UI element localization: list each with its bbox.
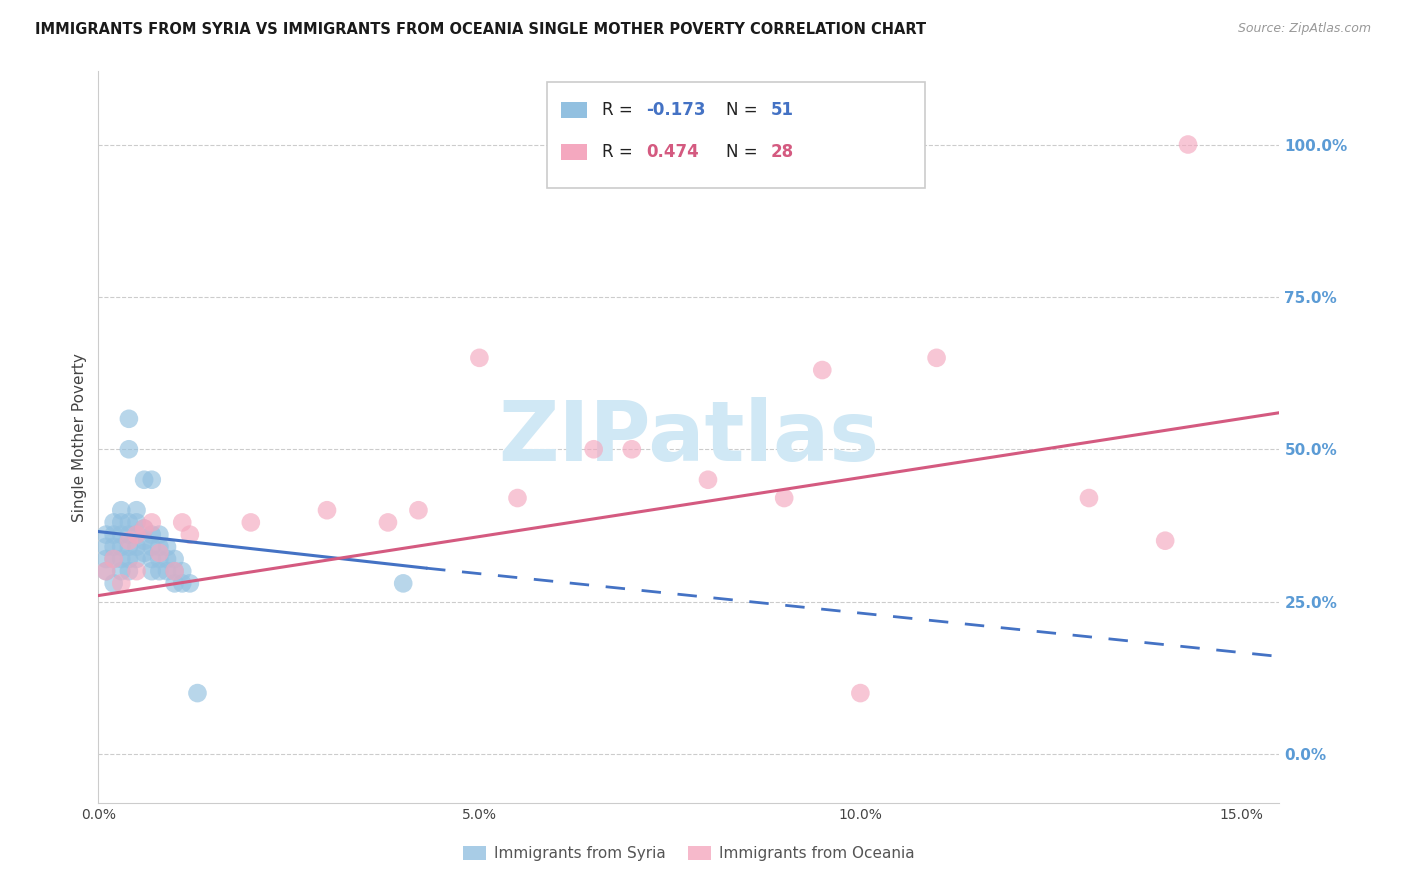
Point: [163, 576, 186, 591]
Point: [103, 540, 125, 554]
Point: [134, 521, 156, 535]
Point: [94, 564, 117, 578]
Point: [118, 412, 141, 426]
Point: [697, 473, 720, 487]
Point: [103, 527, 125, 541]
Point: [118, 540, 141, 554]
Legend: Immigrants from Syria, Immigrants from Oceania: Immigrants from Syria, Immigrants from O…: [463, 846, 915, 861]
Point: [156, 540, 179, 554]
Point: [1078, 491, 1101, 505]
Point: [179, 576, 201, 591]
Point: [94, 527, 117, 541]
Point: [148, 552, 170, 566]
Point: [163, 552, 186, 566]
Point: [94, 552, 117, 566]
Point: [125, 540, 148, 554]
Point: [141, 473, 163, 487]
Point: [141, 516, 163, 530]
Point: [125, 527, 148, 541]
Point: [134, 546, 156, 560]
Point: [134, 521, 156, 535]
Point: [141, 564, 163, 578]
Point: [103, 552, 125, 566]
Point: [1154, 533, 1177, 548]
Point: [103, 576, 125, 591]
Point: [134, 533, 156, 548]
Point: [392, 576, 415, 591]
Point: [148, 564, 170, 578]
Point: [94, 540, 117, 554]
FancyBboxPatch shape: [561, 102, 588, 118]
Text: N =: N =: [725, 101, 762, 120]
Point: [103, 516, 125, 530]
Text: ZIPatlas: ZIPatlas: [499, 397, 879, 477]
Point: [141, 540, 163, 554]
Point: [773, 491, 796, 505]
Point: [125, 503, 148, 517]
Text: Source: ZipAtlas.com: Source: ZipAtlas.com: [1237, 22, 1371, 36]
Point: [110, 503, 132, 517]
Point: [118, 516, 141, 530]
Point: [849, 686, 872, 700]
Y-axis label: Single Mother Poverty: Single Mother Poverty: [72, 352, 87, 522]
Point: [186, 686, 208, 700]
FancyBboxPatch shape: [547, 82, 925, 188]
Point: [172, 516, 194, 530]
Point: [925, 351, 948, 365]
Text: 28: 28: [770, 143, 793, 161]
Point: [408, 503, 430, 517]
Point: [1177, 137, 1199, 152]
Point: [125, 564, 148, 578]
Point: [125, 527, 148, 541]
Point: [110, 576, 132, 591]
Text: R =: R =: [602, 101, 637, 120]
Text: -0.173: -0.173: [647, 101, 706, 120]
Point: [172, 576, 194, 591]
Point: [620, 442, 643, 457]
Point: [506, 491, 529, 505]
Point: [148, 540, 170, 554]
Point: [582, 442, 605, 457]
Point: [110, 527, 132, 541]
Point: [134, 473, 156, 487]
Point: [103, 552, 125, 566]
Text: IMMIGRANTS FROM SYRIA VS IMMIGRANTS FROM OCEANIA SINGLE MOTHER POVERTY CORRELATI: IMMIGRANTS FROM SYRIA VS IMMIGRANTS FROM…: [35, 22, 927, 37]
Point: [316, 503, 339, 517]
Point: [377, 516, 399, 530]
Point: [468, 351, 491, 365]
Point: [110, 540, 132, 554]
Text: R =: R =: [602, 143, 637, 161]
Point: [118, 533, 141, 548]
Point: [125, 516, 148, 530]
Point: [148, 546, 170, 560]
Point: [110, 516, 132, 530]
Text: 51: 51: [770, 101, 793, 120]
Point: [141, 527, 163, 541]
Text: 0.474: 0.474: [647, 143, 699, 161]
Text: N =: N =: [725, 143, 762, 161]
Point: [118, 564, 141, 578]
Point: [94, 564, 117, 578]
FancyBboxPatch shape: [561, 144, 588, 160]
Point: [179, 527, 201, 541]
Point: [156, 564, 179, 578]
Point: [156, 552, 179, 566]
Point: [118, 442, 141, 457]
Point: [141, 552, 163, 566]
Point: [811, 363, 834, 377]
Point: [125, 552, 148, 566]
Point: [239, 516, 262, 530]
Point: [110, 564, 132, 578]
Point: [163, 564, 186, 578]
Point: [118, 527, 141, 541]
Point: [118, 552, 141, 566]
Point: [148, 527, 170, 541]
Point: [110, 552, 132, 566]
Point: [172, 564, 194, 578]
Point: [163, 564, 186, 578]
